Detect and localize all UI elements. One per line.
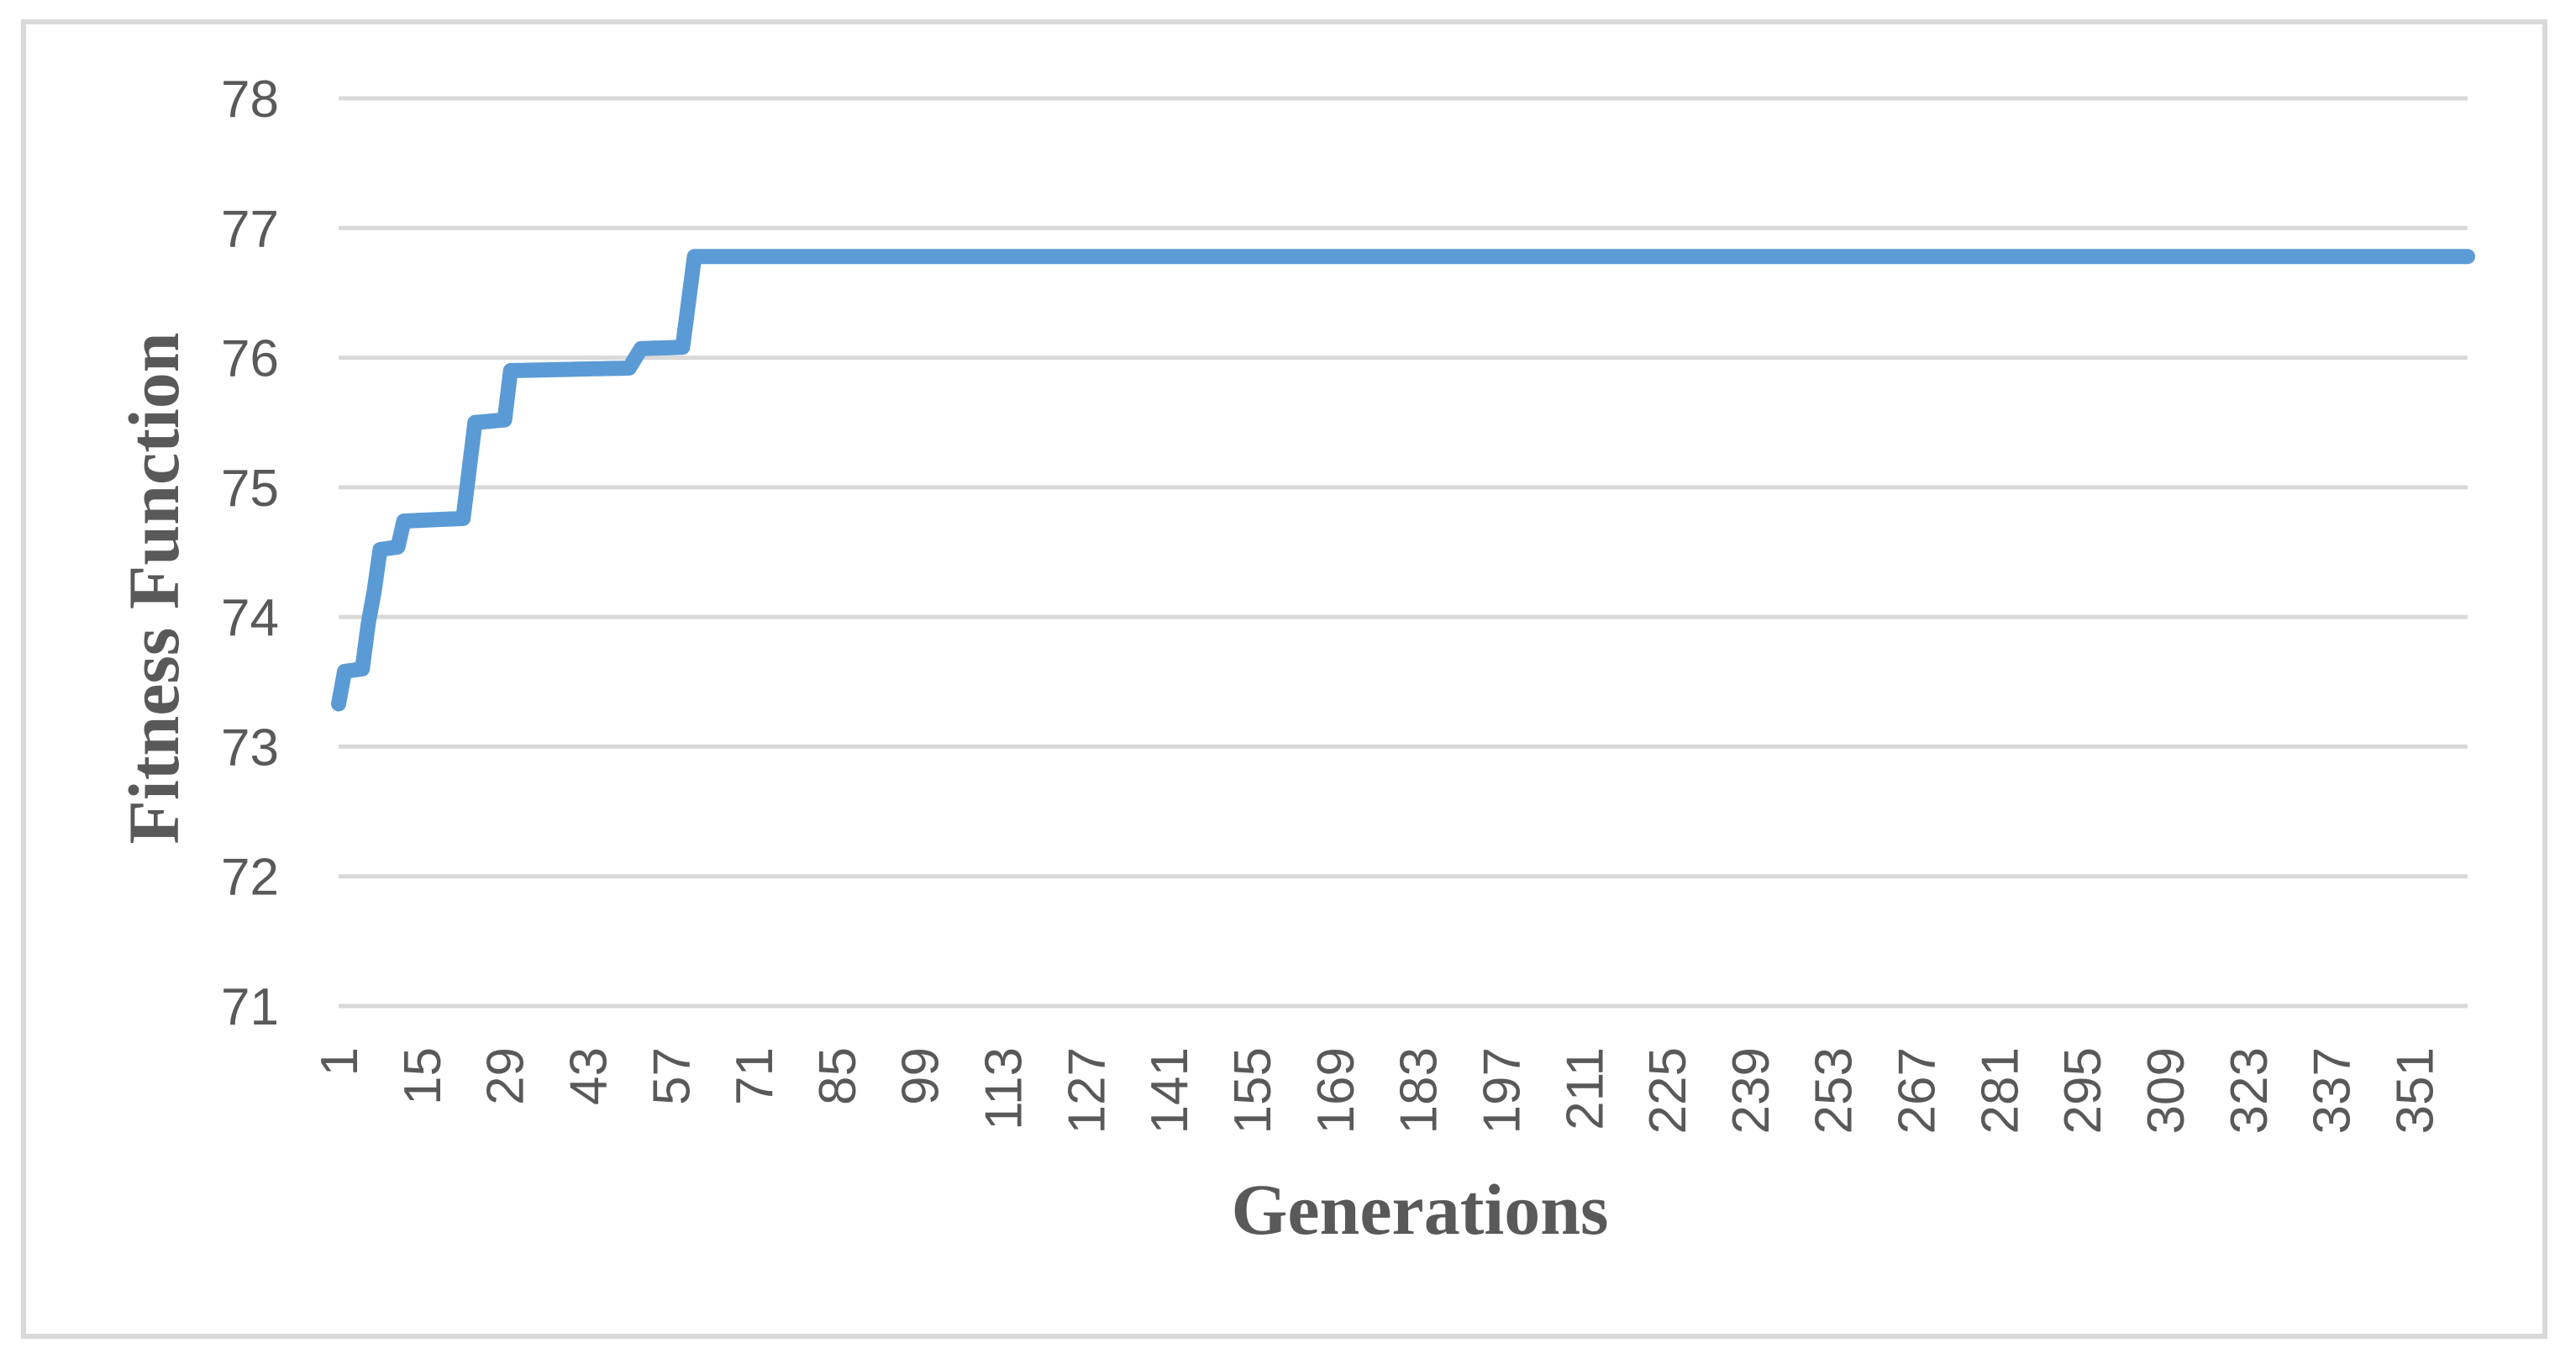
y-tick-label-77: 77 [221, 200, 279, 258]
x-tick-label-281: 281 [1971, 1047, 2029, 1134]
y-tick-label-73: 73 [221, 719, 279, 777]
chart-border [21, 19, 2547, 1339]
x-tick-label-337: 337 [2304, 1047, 2362, 1134]
y-tick-label-75: 75 [221, 460, 279, 518]
y-tick-label-74: 74 [221, 589, 279, 647]
x-tick-label-309: 309 [2137, 1047, 2195, 1134]
x-tick-label-71: 71 [726, 1047, 784, 1105]
x-tick-label-295: 295 [2054, 1047, 2112, 1134]
x-tick-label-155: 155 [1224, 1047, 1282, 1134]
y-tick-label-78: 78 [221, 71, 279, 129]
x-tick-label-43: 43 [560, 1047, 618, 1105]
x-tick-label-85: 85 [809, 1047, 867, 1105]
series-line-fitness-per-generation [331, 249, 2475, 712]
y-tick-label-76: 76 [221, 330, 279, 388]
x-tick-label-141: 141 [1141, 1047, 1199, 1134]
x-tick-label-99: 99 [892, 1047, 950, 1105]
x-tick-label-351: 351 [2386, 1047, 2444, 1134]
y-tick-label-71: 71 [221, 978, 279, 1036]
x-tick-label-113: 113 [975, 1047, 1033, 1130]
x-tick-label-57: 57 [643, 1047, 701, 1105]
y-axis-tick-labels: 71 72 73 74 75 76 77 78 [221, 71, 279, 1036]
x-axis-tick-labels: 1 15 29 43 57 71 85 99 113 127 141 155 169 183 197 211 2… [311, 1047, 2444, 1134]
x-tick-label-169: 169 [1307, 1047, 1365, 1134]
x-tick-label-225: 225 [1639, 1047, 1697, 1134]
x-tick-label-15: 15 [394, 1047, 452, 1105]
x-tick-label-239: 239 [1722, 1047, 1780, 1134]
x-tick-label-1: 1 [311, 1047, 369, 1076]
x-tick-label-29: 29 [477, 1047, 535, 1105]
y-tick-label-72: 72 [221, 849, 279, 907]
x-tick-label-211: 211 [1556, 1047, 1614, 1130]
x-tick-label-253: 253 [1806, 1047, 1864, 1134]
x-tick-label-323: 323 [2221, 1047, 2279, 1134]
x-axis-title: Generations [1231, 1169, 1608, 1250]
gridlines-group [339, 96, 2468, 1009]
x-tick-label-197: 197 [1473, 1047, 1531, 1134]
x-tick-label-267: 267 [1889, 1047, 1947, 1134]
x-tick-label-183: 183 [1391, 1047, 1448, 1134]
y-axis-title: Fitness Function [113, 332, 194, 844]
series-group [331, 249, 2475, 712]
x-tick-label-127: 127 [1058, 1047, 1116, 1134]
